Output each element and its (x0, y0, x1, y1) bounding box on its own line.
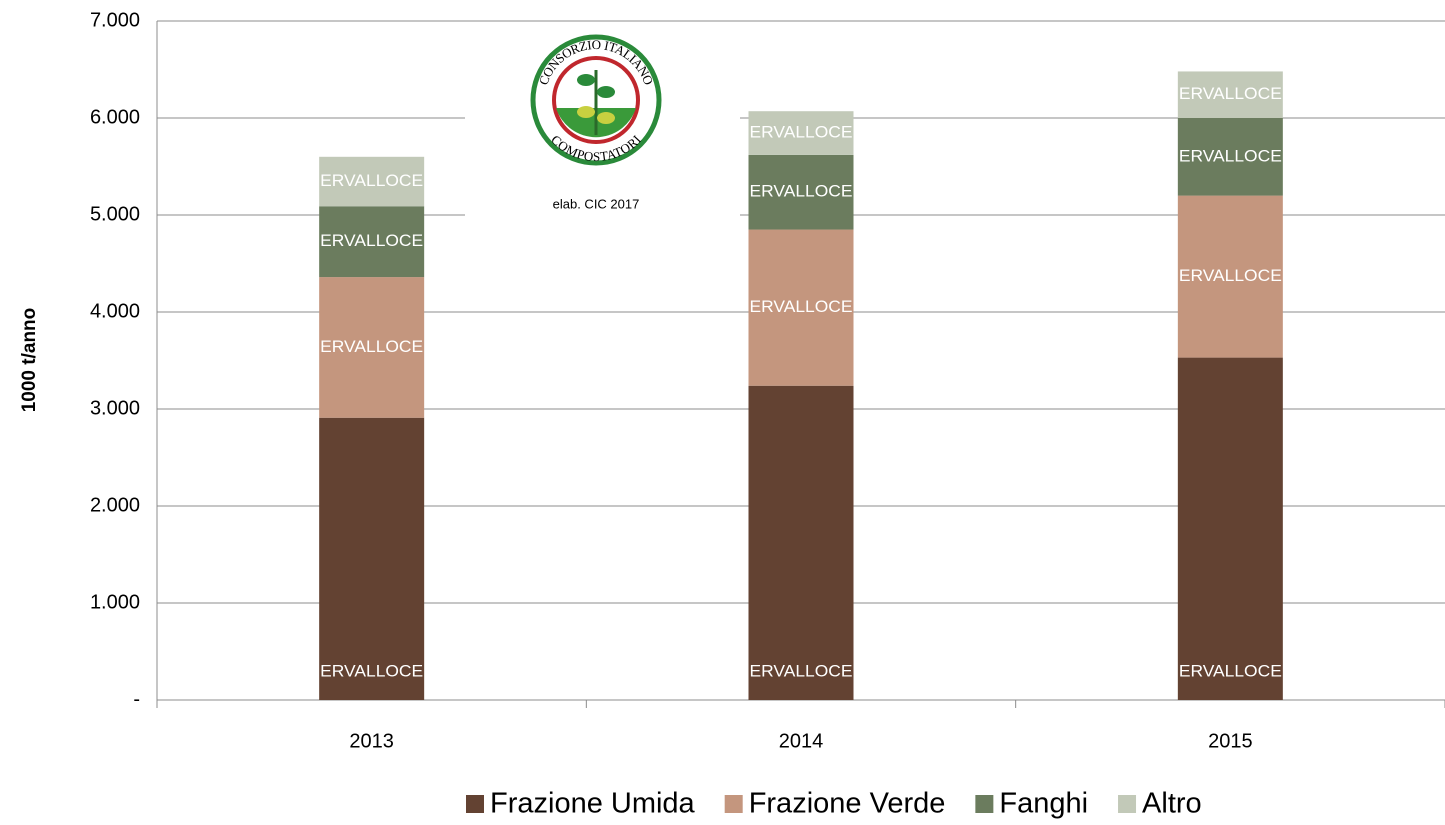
data-label: ERVALLOCE (750, 297, 853, 316)
legend-swatch (975, 795, 994, 813)
bar-segment (319, 206, 425, 278)
bar-segment (1177, 357, 1283, 700)
logo-leaf (577, 106, 595, 118)
legend-label: Altro (1142, 788, 1202, 820)
legend-label: Fanghi (999, 788, 1088, 820)
data-label: ERVALLOCE (750, 182, 853, 201)
data-label: ERVALLOCE (1179, 661, 1282, 680)
x-tick-label: 2014 (779, 730, 824, 752)
legend-label: Frazione Verde (749, 788, 946, 820)
x-tick-label: 2015 (1208, 730, 1253, 752)
data-label: ERVALLOCE (750, 123, 853, 142)
logo-leaf (597, 112, 615, 124)
bar-segment (319, 277, 425, 418)
logo: CONSORZIO ITALIANO COMPOSTATORI (530, 34, 662, 166)
logo-leaf (577, 74, 595, 86)
y-tick-label: 6.000 (90, 106, 140, 128)
bar-segment (319, 417, 425, 700)
logo-leaf (597, 86, 615, 98)
bar-segment (1177, 195, 1283, 358)
legend-swatch (466, 795, 484, 813)
data-label: ERVALLOCE (1179, 266, 1282, 285)
annotation: elab. CIC 2017 (553, 196, 640, 211)
data-label: ERVALLOCE (320, 661, 423, 680)
data-label: ERVALLOCE (320, 231, 423, 250)
data-label: ERVALLOCE (320, 337, 423, 356)
y-tick-label: 1.000 (90, 591, 140, 613)
legend-label: Frazione Umida (490, 788, 696, 820)
bar-segment (748, 111, 854, 155)
bar-segment (319, 156, 425, 207)
data-label: ERVALLOCE (1179, 84, 1282, 103)
bar-segment (748, 229, 854, 386)
data-label: ERVALLOCE (750, 661, 853, 680)
bar-segment (748, 385, 854, 700)
y-tick-label: 7.000 (90, 9, 140, 31)
bar-segment (1177, 71, 1283, 118)
y-tick-label: 3.000 (90, 397, 140, 419)
data-label: ERVALLOCE (320, 171, 423, 190)
x-tick-label: 2013 (349, 730, 394, 752)
y-tick-label: 4.000 (90, 300, 140, 322)
legend-swatch (724, 795, 743, 813)
y-tick-label: 2.000 (90, 494, 140, 516)
data-label: ERVALLOCE (1179, 146, 1282, 165)
y-tick-label: - (133, 688, 140, 710)
y-tick-label: 5.000 (90, 203, 140, 225)
bar-segment (748, 154, 854, 230)
bar-segment (1177, 118, 1283, 196)
y-axis-label: 1000 t/anno (19, 308, 40, 413)
legend-swatch (1118, 795, 1137, 813)
